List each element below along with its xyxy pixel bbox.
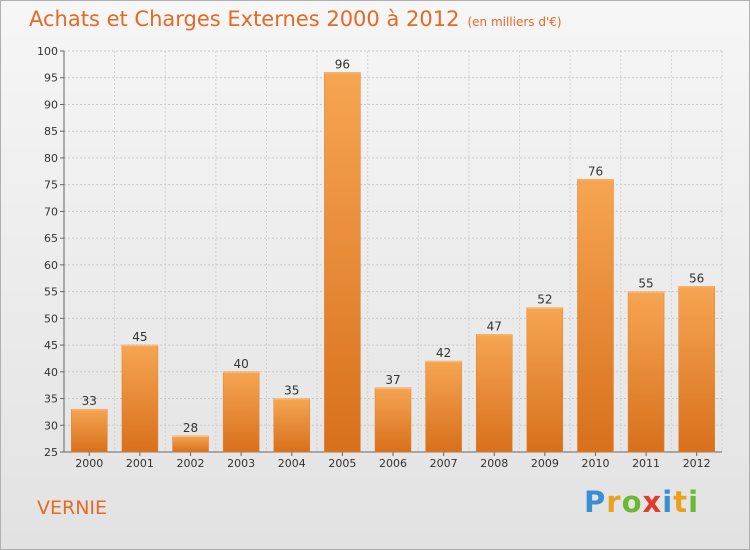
logo-letter: P xyxy=(584,485,607,519)
y-tick-label: 95 xyxy=(44,72,58,85)
y-tick-label: 75 xyxy=(44,179,58,192)
y-tick-label: 100 xyxy=(37,45,58,58)
bar[interactable] xyxy=(172,435,209,453)
data-label: 28 xyxy=(183,421,198,435)
x-tick-label: 2000 xyxy=(75,457,103,470)
y-tick-label: 90 xyxy=(44,98,58,111)
data-label: 35 xyxy=(284,384,299,398)
bar[interactable] xyxy=(577,179,614,453)
logo-letter: o xyxy=(621,485,643,519)
y-tick-label: 85 xyxy=(44,125,58,138)
x-tick-label: 2011 xyxy=(632,457,660,470)
y-tick-label: 55 xyxy=(44,286,58,299)
y-tick-label: 60 xyxy=(44,259,58,272)
bar[interactable] xyxy=(475,334,513,453)
data-label: 76 xyxy=(588,164,603,178)
data-label: 37 xyxy=(385,373,400,387)
y-tick-label: 80 xyxy=(44,152,58,165)
bar[interactable] xyxy=(222,371,260,453)
logo-letter: i xyxy=(662,485,674,519)
y-tick-label: 25 xyxy=(44,446,58,459)
x-tick-label: 2002 xyxy=(177,457,205,470)
x-tick-label: 2003 xyxy=(227,457,255,470)
x-tick-label: 2006 xyxy=(379,457,407,470)
x-tick-label: 2007 xyxy=(430,457,458,470)
value-labels: 33 45 28 40 35 96 37 42 47 52 76 55 56 xyxy=(82,57,705,435)
bar[interactable] xyxy=(425,360,462,453)
bar[interactable] xyxy=(526,307,564,453)
y-tick-label: 40 xyxy=(44,366,58,379)
data-label: 45 xyxy=(132,330,147,344)
y-tick-label: 70 xyxy=(44,205,58,218)
x-tick-label: 2010 xyxy=(581,457,609,470)
town-name: VERNIE xyxy=(37,497,108,519)
chart-title-text: Achats et Charges Externes 2000 à 2012 xyxy=(29,7,460,31)
data-label: 42 xyxy=(436,346,451,360)
logo-letter: i xyxy=(688,485,700,519)
bar[interactable] xyxy=(374,387,412,453)
x-tick-label: 2009 xyxy=(531,457,559,470)
y-tick-label: 65 xyxy=(44,232,58,245)
logo-letter: x xyxy=(642,485,663,519)
logo-letter: r xyxy=(606,485,622,519)
bar[interactable] xyxy=(627,291,665,453)
data-label: 56 xyxy=(689,271,704,285)
data-label: 96 xyxy=(335,57,350,71)
data-label: 47 xyxy=(487,319,502,333)
proxiti-logo[interactable]: Proxiti xyxy=(584,485,699,519)
data-label: 33 xyxy=(82,394,97,408)
x-tick-label: 2001 xyxy=(126,457,154,470)
y-tick-label: 50 xyxy=(44,312,58,325)
y-tick-label: 35 xyxy=(44,393,58,406)
bar[interactable] xyxy=(71,408,108,453)
bar[interactable] xyxy=(678,286,715,453)
y-tick-label: 45 xyxy=(44,339,58,352)
logo-letter: t xyxy=(673,485,689,519)
x-tick-label: 2005 xyxy=(328,457,356,470)
y-tick-label: 30 xyxy=(44,419,58,432)
data-label: 40 xyxy=(234,357,249,371)
x-tick-label: 2004 xyxy=(278,457,306,470)
axes: 25 30 35 40 45 50 55 60 65 70 75 80 85 90 95 100 2000 200… xyxy=(37,45,722,470)
chart-title: Achats et Charges Externes 2000 à 2012 (e… xyxy=(29,7,562,31)
bar[interactable] xyxy=(273,398,311,453)
data-label: 55 xyxy=(638,277,653,291)
chart-subtitle: (en milliers d'€) xyxy=(467,15,562,29)
x-tick-label: 2012 xyxy=(683,457,711,470)
bar[interactable] xyxy=(324,72,361,453)
data-label: 52 xyxy=(537,293,552,307)
bar[interactable] xyxy=(121,344,159,453)
bars xyxy=(71,72,715,453)
x-tick-label: 2008 xyxy=(480,457,508,470)
